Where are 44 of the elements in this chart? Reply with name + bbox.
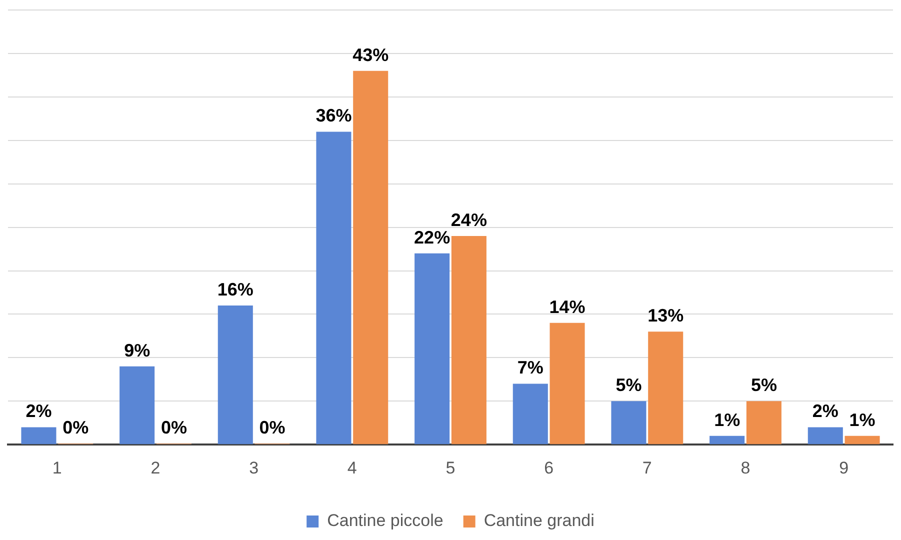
data-label: 24% xyxy=(450,210,487,230)
data-label: 36% xyxy=(316,106,352,126)
bar xyxy=(218,306,253,444)
bar xyxy=(120,366,155,444)
data-label: 0% xyxy=(62,418,89,438)
data-label: 0% xyxy=(259,418,286,438)
legend-label: Cantine grandi xyxy=(484,511,594,530)
bar xyxy=(414,253,450,444)
data-label: 2% xyxy=(26,401,52,422)
data-label: 0% xyxy=(160,418,187,438)
data-label: 22% xyxy=(414,227,450,248)
bar xyxy=(808,427,843,444)
data-label: 5% xyxy=(616,375,642,396)
bar xyxy=(648,332,684,444)
data-label: 1% xyxy=(849,410,876,430)
data-label: 7% xyxy=(517,358,544,378)
data-label: 14% xyxy=(549,296,586,317)
x-tick-label: 1 xyxy=(52,458,62,478)
bar xyxy=(611,401,646,444)
data-label: 1% xyxy=(714,410,740,430)
bar xyxy=(451,236,486,444)
data-label: 16% xyxy=(217,279,254,300)
bar xyxy=(21,427,56,444)
data-label: 2% xyxy=(812,401,838,422)
x-tick-label: 5 xyxy=(446,458,456,478)
data-label: 9% xyxy=(124,340,150,360)
bar xyxy=(353,70,388,444)
x-tick-label: 9 xyxy=(839,458,849,478)
x-tick-label: 4 xyxy=(347,458,357,478)
bar xyxy=(550,322,585,444)
x-tick-label: 2 xyxy=(150,458,160,478)
bar xyxy=(512,384,548,444)
data-label: 13% xyxy=(648,306,684,326)
bar xyxy=(316,132,352,444)
x-tick-label: 8 xyxy=(740,458,750,478)
bar xyxy=(710,436,745,444)
data-label: 5% xyxy=(750,375,777,396)
x-tick-label: 7 xyxy=(642,458,652,478)
x-tick-label: 6 xyxy=(544,458,554,478)
x-tick-label: 3 xyxy=(249,458,259,478)
data-label: 43% xyxy=(352,44,389,65)
bar xyxy=(844,436,880,444)
legend-label: Cantine piccole xyxy=(327,511,444,530)
bar xyxy=(746,401,782,444)
